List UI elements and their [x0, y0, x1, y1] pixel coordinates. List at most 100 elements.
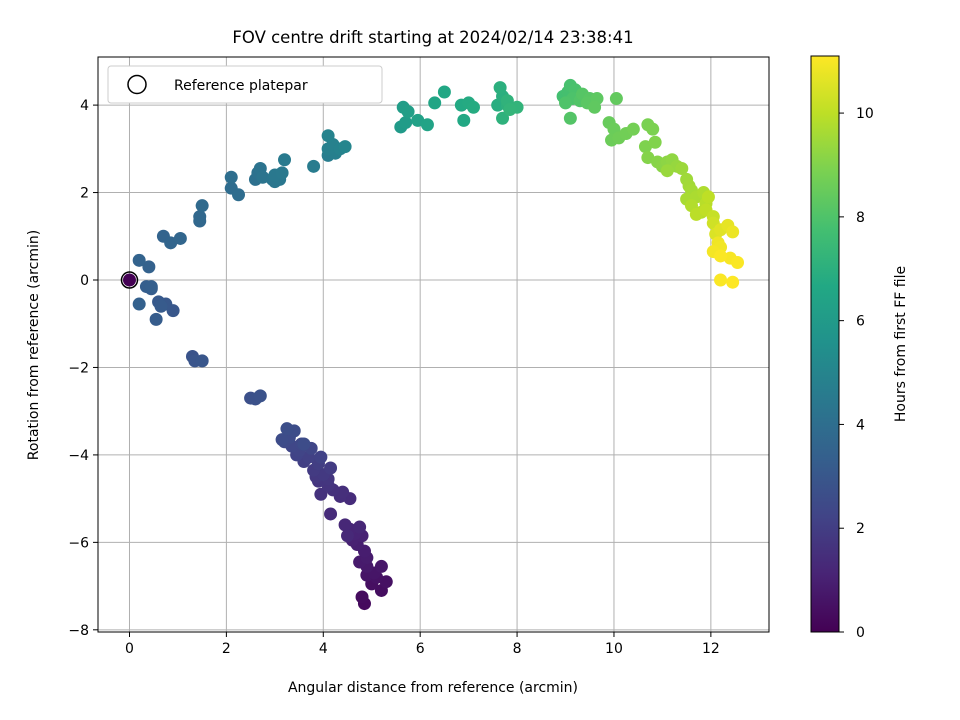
data-point — [638, 140, 652, 154]
data-point — [144, 280, 158, 294]
data-point — [132, 253, 146, 267]
data-point — [714, 249, 728, 263]
colorbar-label: Hours from first FF file — [893, 266, 909, 422]
data-point — [437, 85, 451, 99]
legend-label: Reference platepar — [174, 78, 308, 94]
x-tick-label: 12 — [702, 641, 720, 657]
data-point — [122, 273, 136, 287]
data-point — [726, 225, 740, 239]
data-point — [379, 575, 393, 589]
y-axis-ticks: −8 −6 −4 −2 0 2 4 — [68, 98, 98, 639]
data-point — [559, 96, 573, 110]
data-point — [726, 275, 740, 289]
colorbar-tick-label: 10 — [856, 106, 874, 122]
data-point — [314, 450, 328, 464]
data-point — [256, 170, 270, 184]
data-point — [231, 188, 245, 202]
data-point — [496, 111, 510, 125]
colorbar-gradient — [810, 55, 840, 633]
data-point — [648, 135, 662, 149]
data-point — [278, 153, 292, 167]
data-point — [609, 92, 623, 106]
data-point — [660, 164, 674, 178]
data-point — [224, 170, 238, 184]
data-point — [154, 299, 168, 313]
chart-title: FOV centre drift starting at 2024/02/14 … — [232, 28, 633, 47]
x-axis-label: Angular distance from reference (arcmin) — [288, 680, 578, 696]
colorbar-tick-label: 4 — [856, 417, 865, 433]
data-point — [338, 518, 352, 532]
data-point — [701, 190, 715, 204]
data-point — [193, 210, 207, 224]
colorbar-tick-label: 6 — [856, 314, 865, 330]
data-point — [142, 260, 156, 274]
x-tick-label: 0 — [125, 641, 134, 657]
colorbar: 0 2 4 6 8 10 Hours from first FF file — [810, 55, 909, 641]
data-point — [164, 236, 178, 250]
plot-frame — [97, 56, 770, 633]
x-tick-label: 4 — [319, 641, 328, 657]
data-point — [324, 507, 338, 521]
data-point — [714, 273, 728, 287]
data-point — [374, 559, 388, 573]
y-tick-label: −8 — [68, 623, 89, 639]
y-tick-label: 2 — [80, 186, 89, 202]
data-point — [466, 100, 480, 114]
data-point — [275, 166, 289, 180]
data-point — [297, 437, 311, 451]
data-point — [401, 105, 415, 119]
data-point — [563, 111, 577, 125]
data-point — [314, 487, 328, 501]
grid-lines — [98, 57, 769, 632]
x-tick-label: 6 — [416, 641, 425, 657]
data-point — [675, 162, 689, 176]
data-point — [646, 122, 660, 136]
data-point — [275, 433, 289, 447]
colorbar-ticks: 0 2 4 6 8 10 — [839, 106, 874, 641]
colorbar-tick-label: 8 — [856, 210, 865, 226]
colorbar-tick-label: 2 — [856, 521, 865, 537]
data-point — [341, 529, 355, 543]
data-point — [324, 461, 338, 475]
legend: Reference platepar — [107, 65, 383, 104]
data-point — [307, 159, 321, 173]
x-tick-label: 10 — [605, 641, 623, 657]
data-point — [457, 113, 471, 127]
x-tick-label: 8 — [513, 641, 522, 657]
data-point — [173, 231, 187, 245]
legend-marker — [127, 74, 147, 95]
y-tick-label: −2 — [68, 360, 89, 376]
colorbar-tick-label: 0 — [856, 625, 865, 641]
data-point — [195, 354, 209, 368]
data-point — [399, 116, 413, 130]
y-tick-label: 0 — [80, 273, 89, 289]
x-tick-label: 2 — [222, 641, 231, 657]
data-point — [336, 485, 350, 499]
data-point — [689, 207, 703, 221]
data-point — [338, 140, 352, 154]
data-point — [132, 297, 146, 311]
data-point — [353, 520, 367, 534]
x-axis-ticks: 0 2 4 6 8 10 12 — [125, 632, 720, 657]
data-point — [355, 590, 369, 604]
y-tick-label: −6 — [68, 535, 89, 551]
data-point — [641, 151, 655, 165]
data-point — [428, 96, 442, 110]
data-point — [731, 256, 745, 270]
data-point — [626, 122, 640, 136]
data-point — [321, 129, 335, 143]
data-point — [253, 389, 267, 403]
legend-box — [107, 65, 383, 104]
data-point — [420, 118, 434, 132]
data-point — [493, 81, 507, 95]
data-point — [411, 113, 425, 127]
y-tick-label: 4 — [80, 98, 89, 114]
reference-point-marker — [120, 271, 139, 289]
y-axis-label: Rotation from reference (arcmin) — [26, 230, 42, 460]
data-point — [588, 100, 602, 114]
data-point — [280, 422, 294, 436]
data-point — [503, 102, 517, 116]
y-tick-label: −4 — [68, 448, 89, 464]
data-point — [149, 312, 163, 326]
